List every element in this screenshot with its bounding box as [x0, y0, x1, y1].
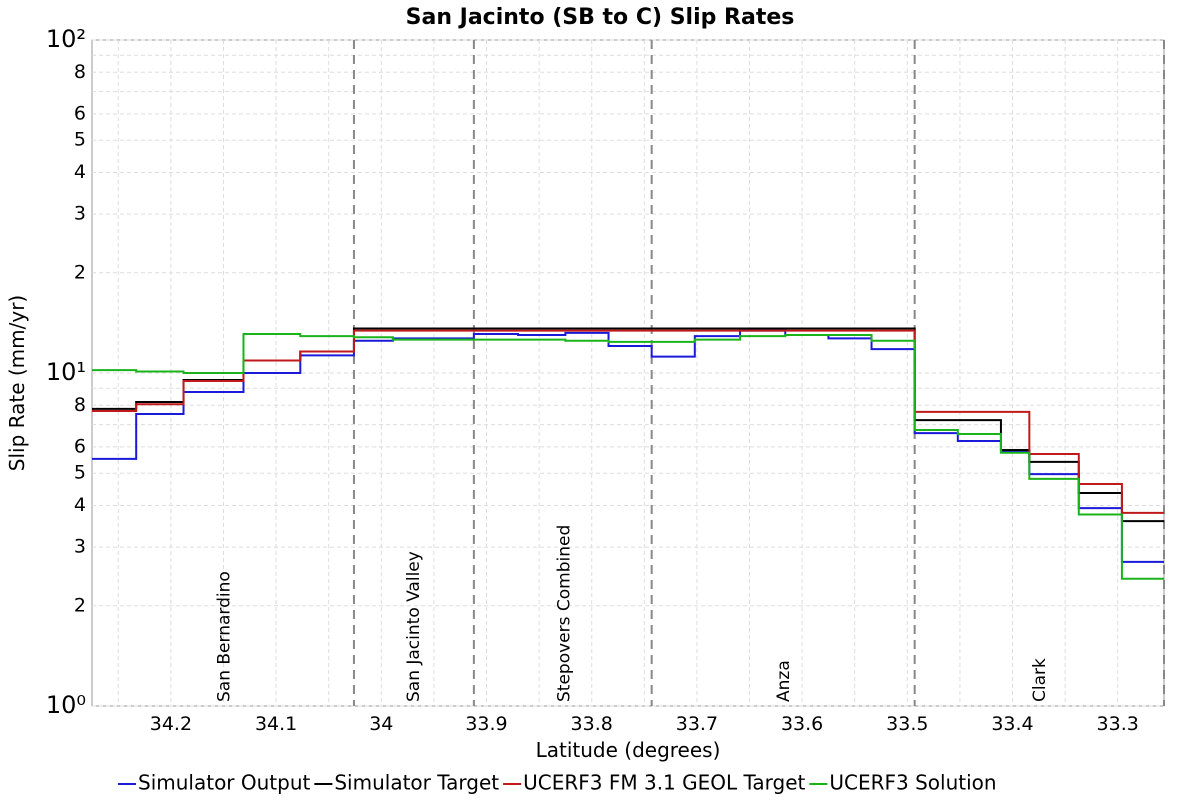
y-axis-title: Slip Rate (mm/yr): [5, 295, 29, 471]
chart-title: San Jacinto (SB to C) Slip Rates: [406, 5, 795, 30]
y-tick-label: 8: [74, 61, 86, 83]
legend-label: UCERF3 Solution: [829, 771, 996, 795]
y-tick-label: 6: [74, 435, 86, 457]
y-tick-label: 3: [74, 203, 86, 225]
x-tick-label: 33.4: [991, 713, 1033, 735]
x-tick-label: 33.3: [1097, 713, 1139, 735]
x-tick-label: 34.2: [150, 713, 192, 735]
y-tick-label: 5: [74, 129, 86, 151]
legend-label: Simulator Output: [138, 771, 311, 795]
section-label: Stepovers Combined: [554, 525, 574, 702]
section-label: Anza: [774, 660, 794, 702]
y-tick-label: 10¹: [46, 358, 86, 386]
y-tick-label: 5: [74, 462, 86, 484]
section-label: San Jacinto Valley: [404, 551, 424, 702]
legend-label: UCERF3 FM 3.1 GEOL Target: [523, 771, 805, 795]
x-tick-label: 33.7: [676, 713, 718, 735]
section-label: San Bernardino: [215, 571, 235, 702]
y-tick-label: 2: [74, 261, 86, 283]
legend-label: Simulator Target: [334, 771, 499, 795]
y-tick-label: 8: [74, 394, 86, 416]
x-axis-title: Latitude (degrees): [536, 738, 721, 762]
y-tick-label: 10⁰: [46, 691, 86, 719]
y-tick-label: 4: [74, 161, 86, 183]
y-tick-label: 2: [74, 594, 86, 616]
y-tick-label: 6: [74, 102, 86, 124]
y-tick-label: 3: [74, 536, 86, 558]
x-tick-label: 33.9: [465, 713, 507, 735]
series-line: [92, 329, 1164, 514]
x-tick-label: 34: [369, 713, 393, 735]
x-tick-label: 33.6: [781, 713, 823, 735]
x-tick-label: 33.8: [571, 713, 613, 735]
y-tick-label: 4: [74, 494, 86, 516]
x-tick-label: 34.1: [255, 713, 297, 735]
x-tick-label: 33.5: [886, 713, 928, 735]
section-label: Clark: [1030, 658, 1050, 702]
series-line: [92, 332, 1164, 580]
y-tick-label: 10²: [46, 25, 86, 53]
